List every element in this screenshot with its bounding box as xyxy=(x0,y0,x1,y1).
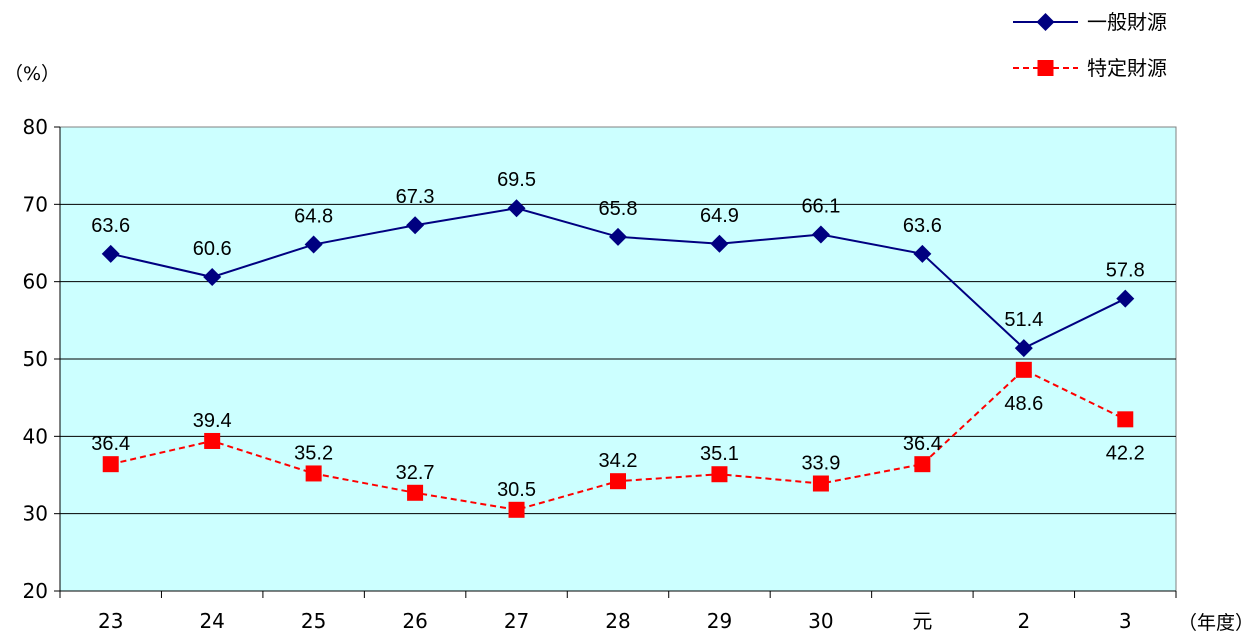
x-tick-label: 3 xyxy=(1119,609,1132,633)
data-point-square xyxy=(102,456,119,473)
y-tick-label: 40 xyxy=(23,424,48,448)
data-label: 33.9 xyxy=(801,453,840,475)
x-tick-label: 25 xyxy=(301,609,326,633)
data-point-square xyxy=(204,432,221,449)
y-tick-label: 70 xyxy=(23,192,48,216)
x-axis-unit-label: （年度） xyxy=(1178,612,1254,634)
x-tick-label: 2 xyxy=(1017,609,1030,633)
data-point-diamond xyxy=(507,199,526,218)
data-point-square xyxy=(812,475,829,492)
data-label: 57.8 xyxy=(1106,260,1145,282)
data-label: 48.6 xyxy=(1004,393,1043,415)
data-label: 30.5 xyxy=(497,479,536,501)
data-label: 39.4 xyxy=(193,410,232,432)
data-label: 34.2 xyxy=(599,450,638,472)
series-1 xyxy=(101,199,1135,358)
x-tick-label: 28 xyxy=(605,609,630,633)
x-tick-label: 24 xyxy=(199,609,224,633)
data-point-diamond xyxy=(406,216,425,235)
data-point-square xyxy=(711,466,728,483)
series-layer xyxy=(101,199,1135,518)
y-tick-label: 50 xyxy=(23,347,48,371)
data-point-square xyxy=(1015,361,1032,378)
data-point-diamond xyxy=(304,235,323,254)
legend-label: 特定財源 xyxy=(1087,56,1167,80)
data-point-square xyxy=(1117,411,1134,428)
gridlines xyxy=(60,203,1176,515)
data-point-diamond xyxy=(913,244,932,263)
data-point-diamond xyxy=(101,244,120,263)
data-label: 36.4 xyxy=(91,433,130,455)
data-labels: 63.6 60.6 64.8 67.3 69.5 65.8 64.9 66.1 63.6 51.4… xyxy=(91,169,1144,501)
data-point-diamond xyxy=(203,268,222,287)
data-label: 66.1 xyxy=(801,195,840,217)
data-point-diamond xyxy=(811,225,830,244)
data-label: 64.8 xyxy=(294,206,333,228)
data-point-diamond xyxy=(710,234,729,253)
legend-label: 一般財源 xyxy=(1087,10,1167,34)
data-label: 36.4 xyxy=(903,433,942,455)
data-label: 63.6 xyxy=(903,215,942,237)
data-label: 65.8 xyxy=(599,198,638,220)
y-tick-label: 30 xyxy=(23,502,48,526)
data-label: 35.2 xyxy=(294,442,333,464)
data-point-diamond xyxy=(1014,339,1033,358)
data-point-square xyxy=(610,473,626,490)
series-2 xyxy=(102,361,1134,518)
legend-marker-diamond xyxy=(1036,13,1055,31)
data-label: 69.5 xyxy=(497,169,536,191)
data-label: 67.3 xyxy=(396,186,435,208)
x-tick-label: 27 xyxy=(504,609,529,633)
data-label: 51.4 xyxy=(1004,309,1043,331)
y-axis-unit-label: （%） xyxy=(4,63,60,85)
x-tick-label: 23 xyxy=(98,609,123,633)
y-tick-label: 60 xyxy=(23,270,48,294)
data-label: 42.2 xyxy=(1106,442,1145,464)
data-point-square xyxy=(508,501,525,518)
data-label: 64.9 xyxy=(700,205,739,227)
data-point-diamond xyxy=(609,227,627,246)
data-point-square xyxy=(914,456,931,473)
data-point-square xyxy=(407,484,424,501)
legend-item-1: 一般財源 xyxy=(1013,10,1167,34)
y-tick-label: 20 xyxy=(23,579,48,603)
x-tick-label: 元 xyxy=(912,609,932,633)
y-tick-label: 80 xyxy=(23,115,48,139)
x-tick-label: 26 xyxy=(402,609,427,633)
data-label: 32.7 xyxy=(396,462,435,484)
data-label: 60.6 xyxy=(193,238,232,260)
legend-item-2: 特定財源 xyxy=(1013,56,1167,80)
legend-marker-square xyxy=(1037,60,1054,76)
data-label: 35.1 xyxy=(700,443,739,465)
data-point-diamond xyxy=(1116,289,1135,308)
x-tick-label: 30 xyxy=(808,609,833,633)
data-point-square xyxy=(305,465,322,482)
data-label: 63.6 xyxy=(91,215,130,237)
x-tick-label: 29 xyxy=(707,609,732,633)
